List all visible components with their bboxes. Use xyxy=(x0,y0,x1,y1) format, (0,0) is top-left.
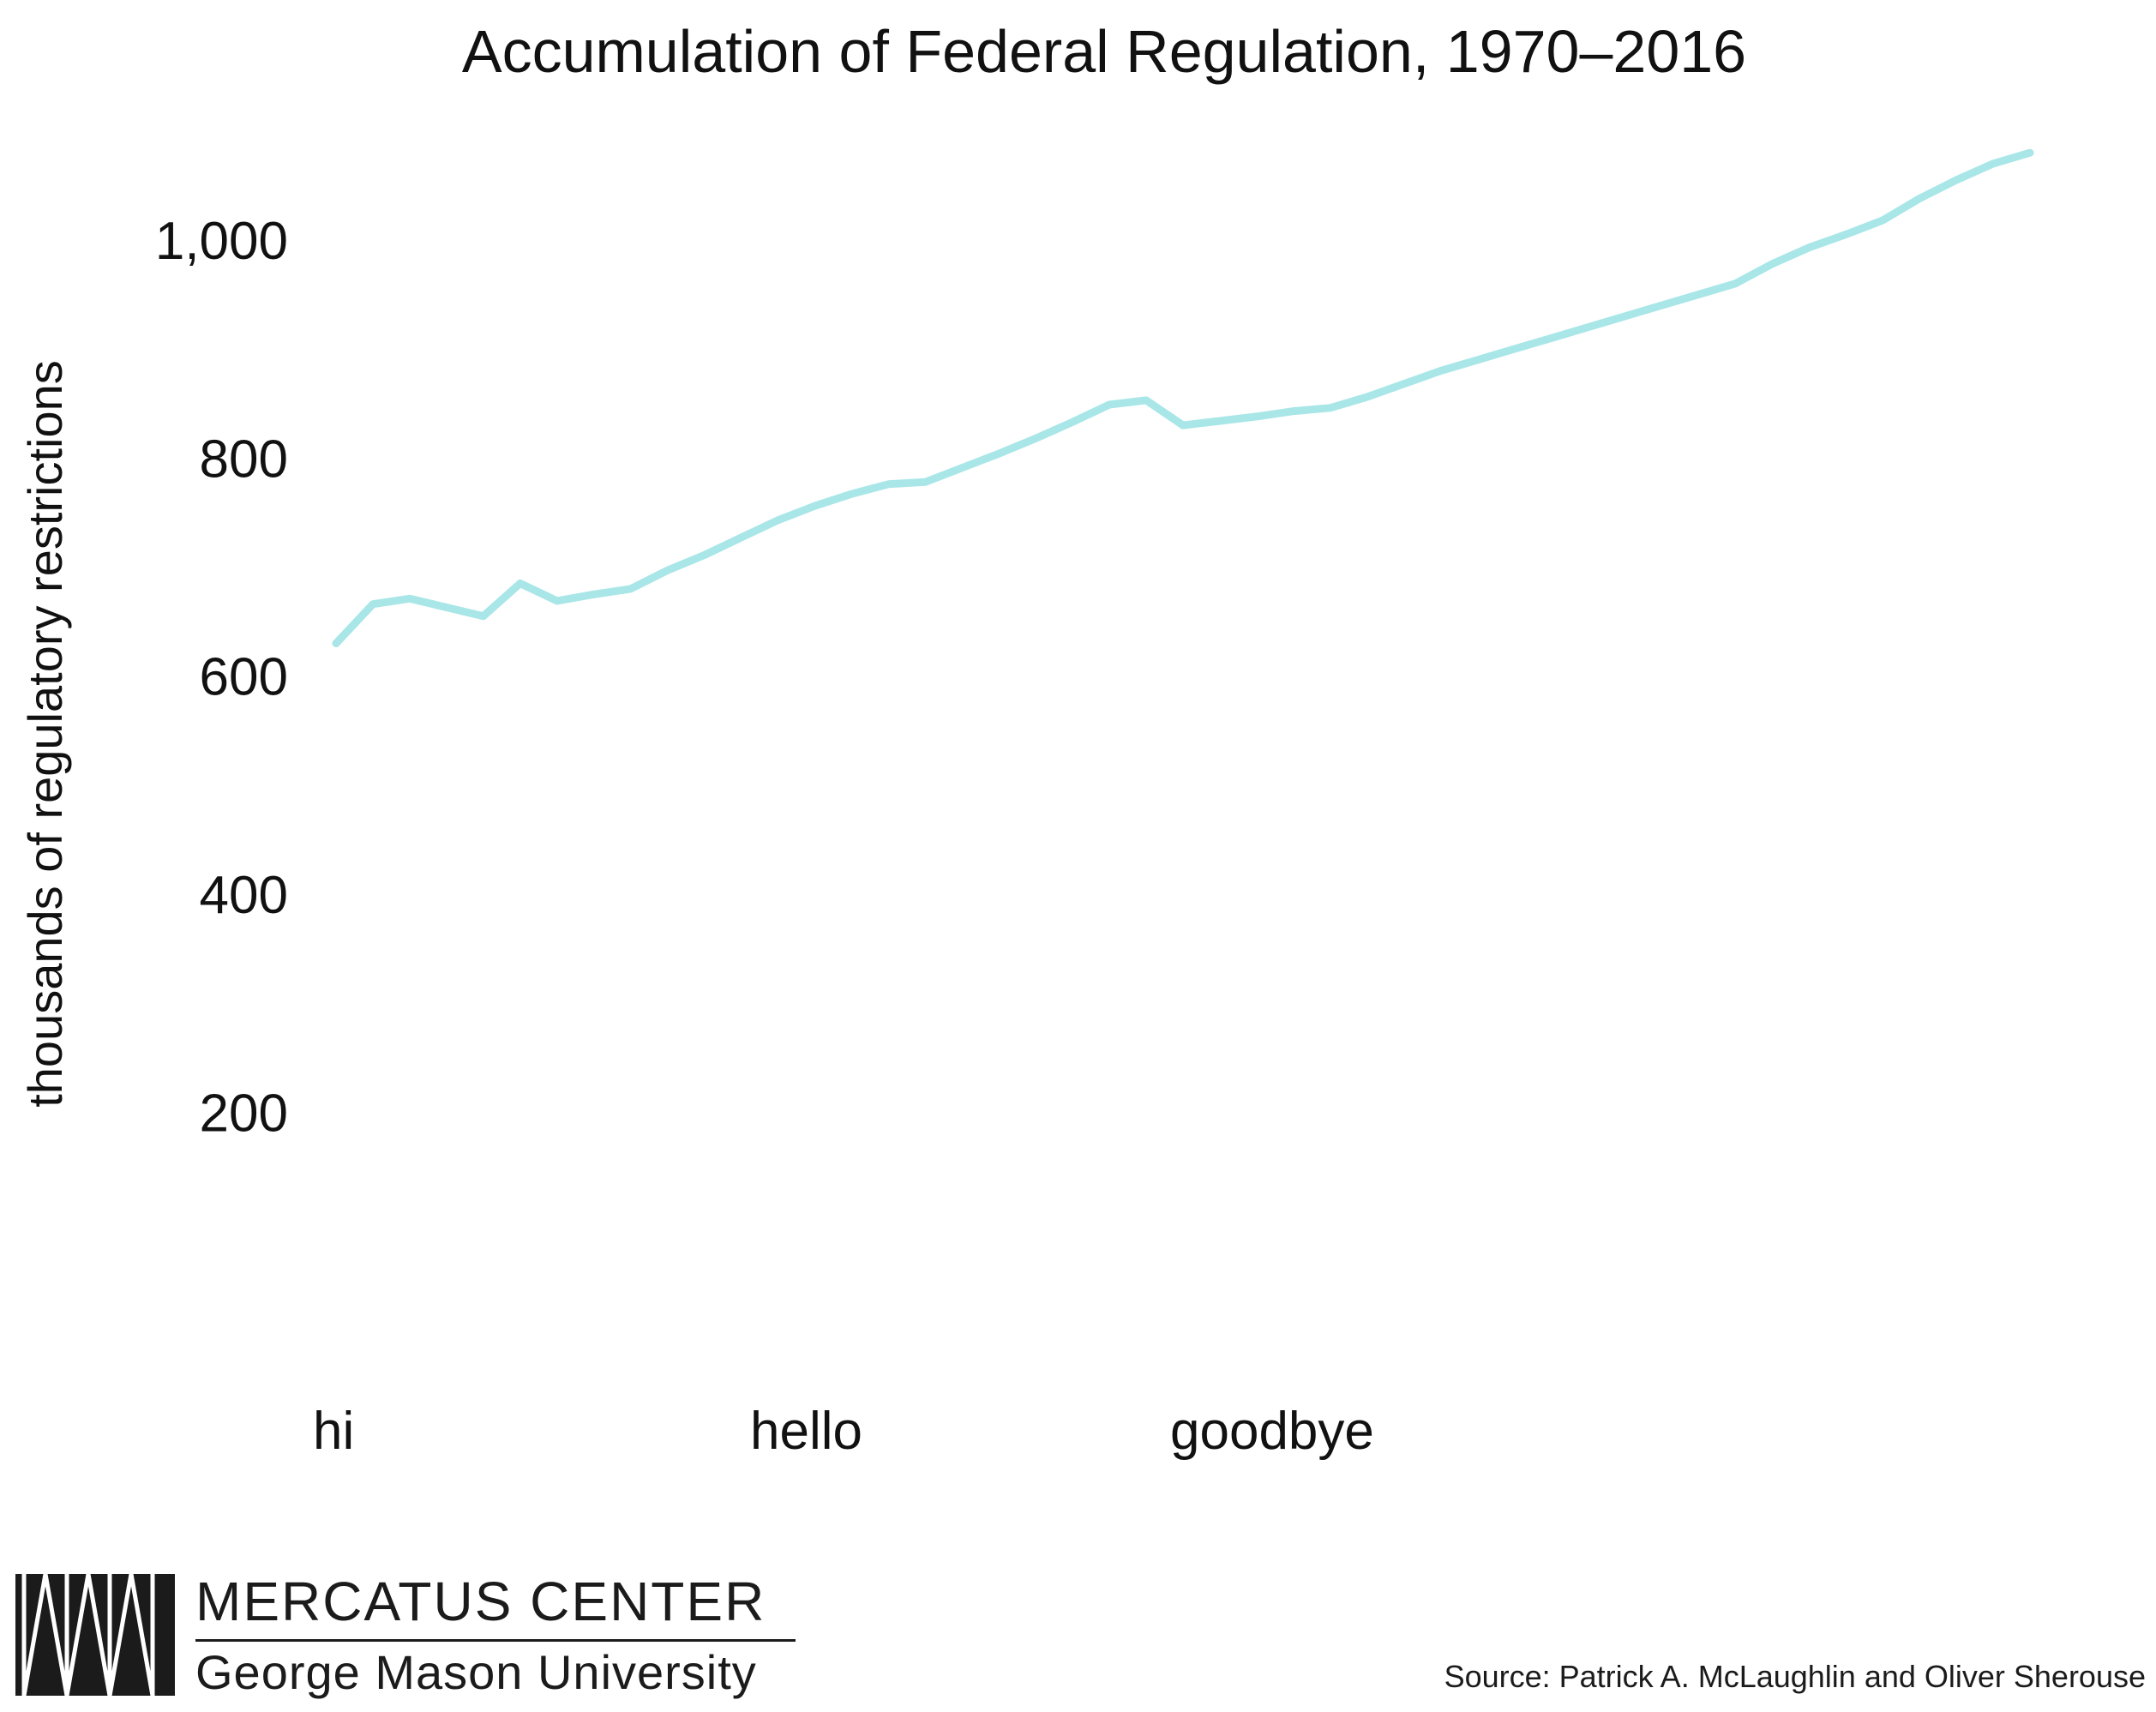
x-tick-label: goodbye xyxy=(1170,1402,1374,1461)
chart-title: Accumulation of Federal Regulation, 1970… xyxy=(462,18,1746,85)
mercatus-logo: MERCATUS CENTER George Mason University xyxy=(15,1571,796,1699)
x-tick-label: hi xyxy=(313,1402,354,1461)
y-tick-label: 1,000 xyxy=(155,212,288,271)
logo-subtitle: George Mason University xyxy=(195,1645,757,1699)
data-line xyxy=(332,148,2034,647)
y-tick-label: 200 xyxy=(200,1084,288,1143)
logo-divider xyxy=(195,1639,796,1642)
mercatus-logo-mark xyxy=(15,1574,175,1696)
source-note: Source: Patrick A. McLaughlin and Oliver… xyxy=(1444,1659,2146,1694)
y-tick-label: 600 xyxy=(200,648,288,707)
line-chart: Accumulation of Federal Regulation, 1970… xyxy=(18,18,2034,1461)
logo-name: MERCATUS CENTER xyxy=(195,1571,766,1632)
y-tick-label: 400 xyxy=(200,866,288,925)
x-tick-labels: hi hello goodbye xyxy=(313,1402,1374,1461)
y-tick-labels: 200 400 600 800 1,000 xyxy=(155,212,288,1143)
x-tick-label: hello xyxy=(750,1402,862,1461)
y-axis-label: thousands of regulatory restrictions xyxy=(18,360,72,1108)
y-tick-label: 800 xyxy=(200,430,288,489)
